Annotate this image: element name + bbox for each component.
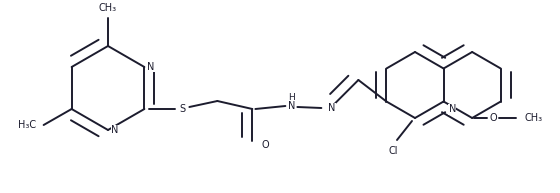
Text: O: O bbox=[489, 113, 497, 123]
Text: CH₃: CH₃ bbox=[99, 3, 117, 13]
Text: N: N bbox=[449, 104, 456, 114]
Text: CH₃: CH₃ bbox=[524, 113, 542, 123]
Text: O: O bbox=[262, 140, 269, 150]
Text: H₃C: H₃C bbox=[17, 120, 36, 130]
Text: S: S bbox=[179, 104, 185, 114]
Text: Cl: Cl bbox=[388, 146, 398, 156]
Text: N: N bbox=[147, 62, 155, 72]
Text: N: N bbox=[328, 103, 336, 113]
Text: N: N bbox=[111, 125, 118, 135]
Text: H: H bbox=[288, 93, 295, 102]
Text: N: N bbox=[288, 101, 295, 111]
